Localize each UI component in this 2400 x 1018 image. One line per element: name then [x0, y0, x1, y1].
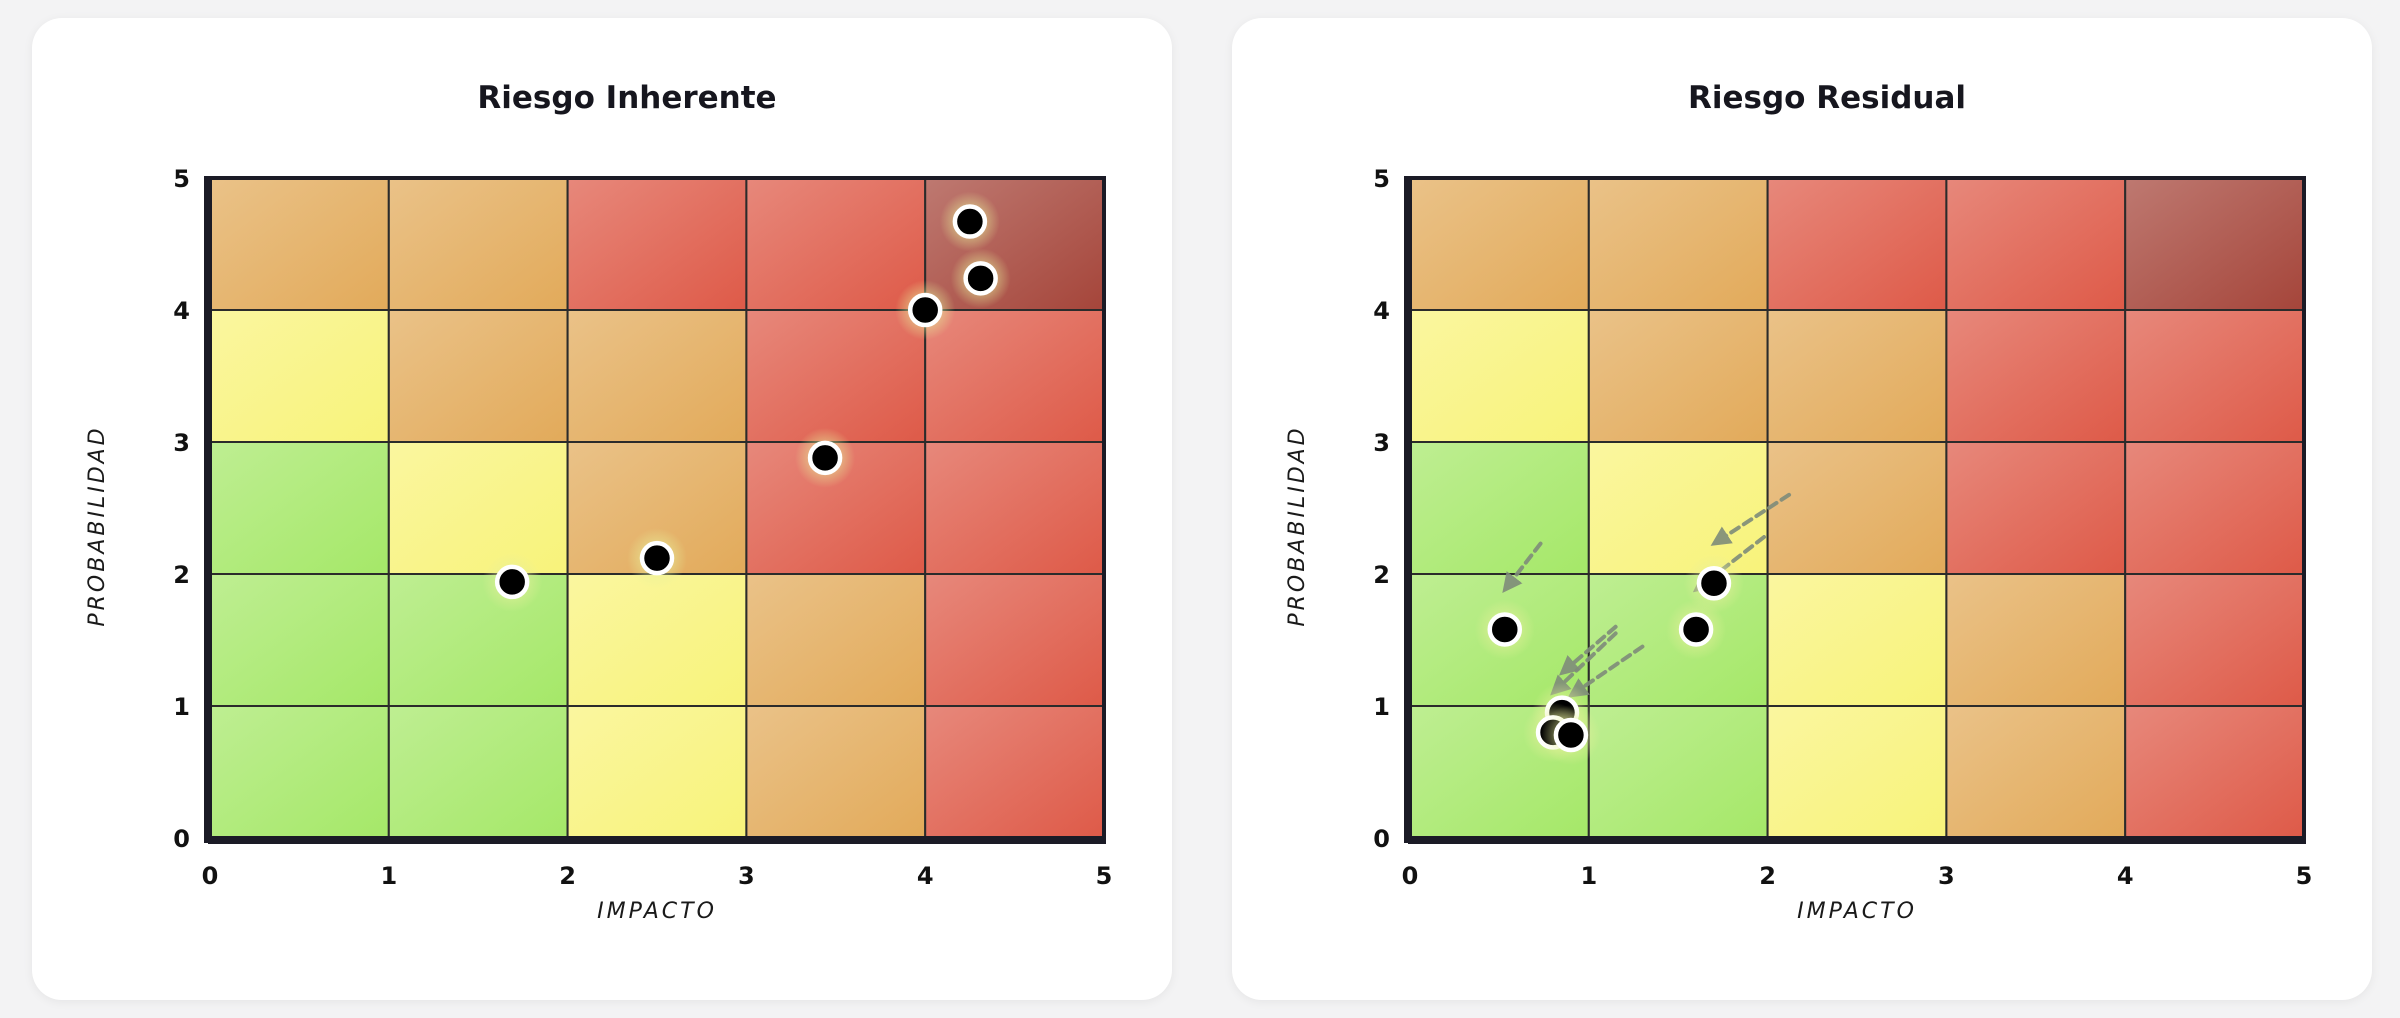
- y-tick-label: 4: [1373, 297, 1390, 325]
- risk-movement-arrow: [1567, 644, 1645, 698]
- risk-cell-yellow: [209, 309, 390, 443]
- risk-cell-red: [1766, 177, 1948, 311]
- risk-point[interactable]: [1666, 599, 1727, 660]
- y-tick-label: 5: [173, 165, 190, 193]
- y-tick-label: 3: [1373, 429, 1390, 457]
- x-axis-label: IMPACTO: [597, 899, 717, 924]
- x-tick-label: 3: [738, 862, 755, 890]
- y-tick-label: 2: [173, 561, 190, 589]
- risk-point[interactable]: [895, 280, 956, 340]
- y-tick-label: 1: [173, 693, 190, 721]
- risk-cell-red: [1945, 441, 2127, 575]
- risk-cell-green: [1409, 441, 1590, 575]
- risk-cell-red: [2124, 705, 2306, 839]
- risk-point[interactable]: [950, 248, 1011, 309]
- risk-cell-yellow: [1766, 573, 1948, 707]
- risk-cell-green: [1587, 705, 1769, 839]
- inherent-risk-card: Riesgo Inherente 0 1 2 3 4 5 0 1 2 3 4 5 IMPACTO PROBA…: [32, 18, 1172, 1000]
- risk-cell-orange: [1945, 573, 2127, 707]
- risk-cell-orange: [566, 309, 748, 443]
- residual-risk-heatmap-chart: Riesgo Residual 0 1 2 3 4 5 0 1 2 3 4 5 IMPACTO PROBAB…: [1285, 80, 2313, 924]
- y-tick-label: 5: [1373, 165, 1390, 193]
- x-tick-label: 1: [380, 862, 397, 890]
- risk-point[interactable]: [627, 528, 687, 589]
- risk-movement-arrow: [1550, 631, 1618, 696]
- risk-cell-red: [2124, 309, 2306, 443]
- risk-cell-orange: [209, 177, 390, 311]
- residual-risk-card: Riesgo Residual 0 1 2 3 4 5 0 1 2 3 4 5 IMPACTO PROBAB…: [1232, 18, 2372, 1000]
- inherent-risk-heatmap-chart: Riesgo Inherente 0 1 2 3 4 5 0 1 2 3 4 5 IMPACTO PROBA…: [85, 80, 1113, 924]
- risk-cell-orange: [1409, 177, 1590, 311]
- risk-movement-arrow: [1558, 624, 1618, 676]
- risk-cell-red: [745, 309, 927, 443]
- x-tick-label: 5: [1096, 862, 1113, 890]
- risk-cell-orange: [745, 573, 927, 707]
- risk-cell-orange: [1766, 441, 1948, 575]
- y-axis-label: PROBABILIDAD: [1285, 425, 1310, 626]
- y-tick-label: 2: [1373, 561, 1390, 589]
- risk-cell-red: [924, 705, 1106, 839]
- x-tick-label: 2: [559, 862, 576, 890]
- risk-cell-red: [924, 573, 1106, 707]
- x-tick-label: 0: [1402, 862, 1419, 890]
- x-tick-label: 4: [917, 862, 934, 890]
- y-tick-label: 1: [1373, 693, 1390, 721]
- risk-cell-orange: [1587, 309, 1769, 443]
- y-tick-label: 0: [173, 825, 190, 853]
- risk-point[interactable]: [482, 551, 543, 612]
- risk-point[interactable]: [939, 191, 1000, 252]
- risk-cell-orange: [1587, 177, 1769, 311]
- risk-cell-darkred: [2124, 177, 2306, 311]
- y-axis-label: PROBABILIDAD: [85, 425, 110, 626]
- risk-cell-orange: [387, 177, 569, 311]
- risk-movement-arrow: [1502, 541, 1543, 594]
- risk-cell-green: [209, 441, 390, 575]
- y-tick-label: 3: [173, 429, 190, 457]
- risk-cell-red: [1945, 177, 2127, 311]
- risk-cell-green: [209, 705, 390, 839]
- risk-cell-orange: [745, 705, 927, 839]
- y-tick-label: 4: [173, 297, 190, 325]
- risk-cell-yellow: [387, 441, 569, 575]
- x-tick-label: 5: [2296, 862, 2313, 890]
- risk-point[interactable]: [1474, 599, 1535, 660]
- risk-cell-orange: [1945, 705, 2127, 839]
- risk-cell-red: [1945, 309, 2127, 443]
- risk-cell-green: [387, 573, 569, 707]
- x-tick-label: 1: [1580, 862, 1597, 890]
- risk-point[interactable]: [795, 427, 856, 488]
- risk-cell-yellow: [566, 705, 748, 839]
- risk-point[interactable]: [1683, 553, 1744, 614]
- x-tick-label: 3: [1938, 862, 1955, 890]
- x-axis-label: IMPACTO: [1797, 899, 1917, 924]
- risk-cell-yellow: [1766, 705, 1948, 839]
- risk-cell-green: [209, 573, 390, 707]
- risk-cell-red: [924, 309, 1106, 443]
- risk-cell-red: [2124, 573, 2306, 707]
- risk-cell-yellow: [566, 573, 748, 707]
- x-tick-label: 4: [2117, 862, 2134, 890]
- risk-cell-red: [2124, 441, 2306, 575]
- risk-cell-orange: [387, 309, 569, 443]
- risk-cell-red: [566, 177, 748, 311]
- risk-cell-red: [745, 177, 927, 311]
- risk-cell-orange: [1766, 309, 1948, 443]
- risk-cell-green: [387, 705, 569, 839]
- risk-cell-yellow: [1409, 309, 1590, 443]
- risk-movement-arrow: [1710, 492, 1792, 546]
- chart-title: Riesgo Residual: [1688, 80, 1966, 116]
- y-tick-label: 0: [1373, 825, 1390, 853]
- x-tick-label: 2: [1759, 862, 1776, 890]
- risk-point[interactable]: [1540, 705, 1601, 766]
- x-tick-label: 0: [202, 862, 219, 890]
- chart-title: Riesgo Inherente: [477, 80, 776, 116]
- risk-cell-red: [924, 441, 1106, 575]
